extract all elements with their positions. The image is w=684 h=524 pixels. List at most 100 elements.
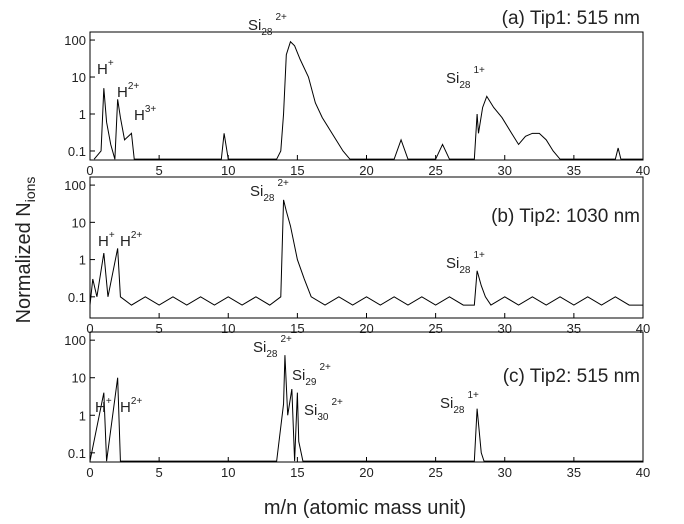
peak-label: Si281+ [446, 65, 485, 91]
peak-label: H+ [97, 58, 114, 78]
x-tick-label: 5 [156, 465, 163, 480]
peak-label: H+ [95, 396, 112, 416]
y-tick-label: 100 [64, 178, 86, 193]
y-tick-label: 0.1 [68, 446, 86, 461]
x-tick-label: 0 [86, 163, 93, 178]
y-axis-label: Normalized Nions [13, 177, 38, 324]
peak-label-sup: 2+ [131, 230, 143, 241]
x-axis-label: m/n (atomic mass unit) [264, 497, 466, 519]
peak-label-sup: 1+ [467, 390, 479, 401]
y-tick-label: 100 [64, 333, 86, 348]
peak-label-sup: 3+ [145, 104, 157, 115]
y-tick-label: 100 [64, 33, 86, 48]
peak-label-sup: + [109, 230, 115, 241]
peak-label-base: Si [253, 339, 266, 356]
peak-label-base: Si [446, 70, 459, 87]
peak-label: H+ [98, 230, 115, 250]
peak-label: H3+ [134, 104, 156, 124]
peak-label-base: Si [292, 367, 305, 384]
x-tick-label: 5 [156, 321, 163, 336]
peak-label-sup: + [106, 396, 112, 407]
peak-label: H2+ [117, 81, 139, 101]
x-tick-label: 5 [156, 163, 163, 178]
spectrum-line [89, 355, 643, 462]
peak-label: Si282+ [250, 178, 289, 204]
peak-label-sup: 2+ [128, 81, 140, 92]
peak-label-sub: 28 [453, 405, 465, 416]
panel-title: (c) Tip2: 515 nm [503, 366, 640, 387]
peak-label-base: H [95, 399, 106, 416]
y-tick-label: 0.1 [68, 290, 86, 305]
peak-label-sup: + [108, 58, 114, 69]
peak-label-sub: 28 [459, 80, 471, 91]
y-tick-label: 10 [72, 70, 86, 85]
peak-label: H2+ [120, 396, 142, 416]
peak-label-sub: 29 [305, 377, 317, 388]
x-tick-label: 15 [290, 163, 304, 178]
x-tick-label: 15 [290, 321, 304, 336]
x-tick-label: 25 [428, 321, 442, 336]
peak-label-base: Si [248, 17, 261, 34]
x-tick-label: 20 [359, 465, 373, 480]
panel-title: (b) Tip2: 1030 nm [491, 206, 640, 227]
peak-label-sub: 28 [261, 27, 273, 38]
peak-label-base: Si [304, 402, 317, 419]
y-tick-label: 1 [79, 408, 86, 423]
plot-frame [89, 31, 644, 161]
peak-label-sup: 2+ [275, 12, 287, 23]
x-tick-label: 35 [567, 163, 581, 178]
peak-label-sub: 30 [317, 412, 329, 423]
y-axis-label-sub: ions [22, 177, 38, 203]
peak-label-base: H [134, 107, 145, 124]
peak-label-sup: 2+ [277, 178, 289, 189]
x-tick-label: 30 [498, 163, 512, 178]
spectrum-line [89, 199, 643, 306]
peak-label-sub: 28 [263, 193, 275, 204]
peak-label-sub: 28 [266, 349, 278, 360]
x-tick-label: 10 [221, 465, 235, 480]
x-tick-label: 0 [86, 465, 93, 480]
x-tick-label: 15 [290, 465, 304, 480]
peak-label-base: H [98, 233, 109, 250]
x-tick-label: 20 [359, 321, 373, 336]
peak-label: Si282+ [253, 334, 292, 360]
peak-label-sup: 2+ [280, 334, 292, 345]
y-axis-label-main: Normalized N [13, 202, 35, 323]
peak-label-base: Si [440, 395, 453, 412]
peak-label-sup: 2+ [331, 397, 343, 408]
peak-label-base: H [120, 233, 131, 250]
peak-label-base: Si [250, 183, 263, 200]
x-tick-label: 10 [221, 163, 235, 178]
x-tick-label: 35 [567, 465, 581, 480]
peak-label: Si281+ [446, 250, 485, 276]
peak-label: Si302+ [304, 397, 343, 423]
x-tick-label: 0 [86, 321, 93, 336]
peak-label-sup: 2+ [131, 396, 143, 407]
x-tick-label: 30 [498, 465, 512, 480]
x-tick-label: 10 [221, 321, 235, 336]
peak-label: H2+ [120, 230, 142, 250]
y-tick-label: 0.1 [68, 144, 86, 159]
x-tick-label: 25 [428, 465, 442, 480]
x-tick-label: 40 [636, 465, 650, 480]
peak-label: Si281+ [440, 390, 479, 416]
y-tick-label: 1 [79, 107, 86, 122]
x-tick-label: 30 [498, 321, 512, 336]
y-tick-label: 1 [79, 253, 86, 268]
peak-label-base: H [117, 84, 128, 101]
peak-label: Si282+ [248, 12, 287, 38]
x-tick-label: 35 [567, 321, 581, 336]
peak-label: Si292+ [292, 362, 331, 388]
peak-label-sub: 28 [459, 265, 471, 276]
panel-title: (a) Tip1: 515 nm [502, 8, 640, 29]
spectrum-line [93, 40, 643, 160]
peak-label-sup: 2+ [319, 362, 331, 373]
x-tick-label: 25 [428, 163, 442, 178]
y-tick-label: 10 [72, 215, 86, 230]
x-tick-label: 20 [359, 163, 373, 178]
peak-label-base: H [120, 399, 131, 416]
plot-frame [89, 331, 644, 463]
peak-label-base: H [97, 61, 108, 78]
peak-label-sup: 1+ [473, 65, 485, 76]
